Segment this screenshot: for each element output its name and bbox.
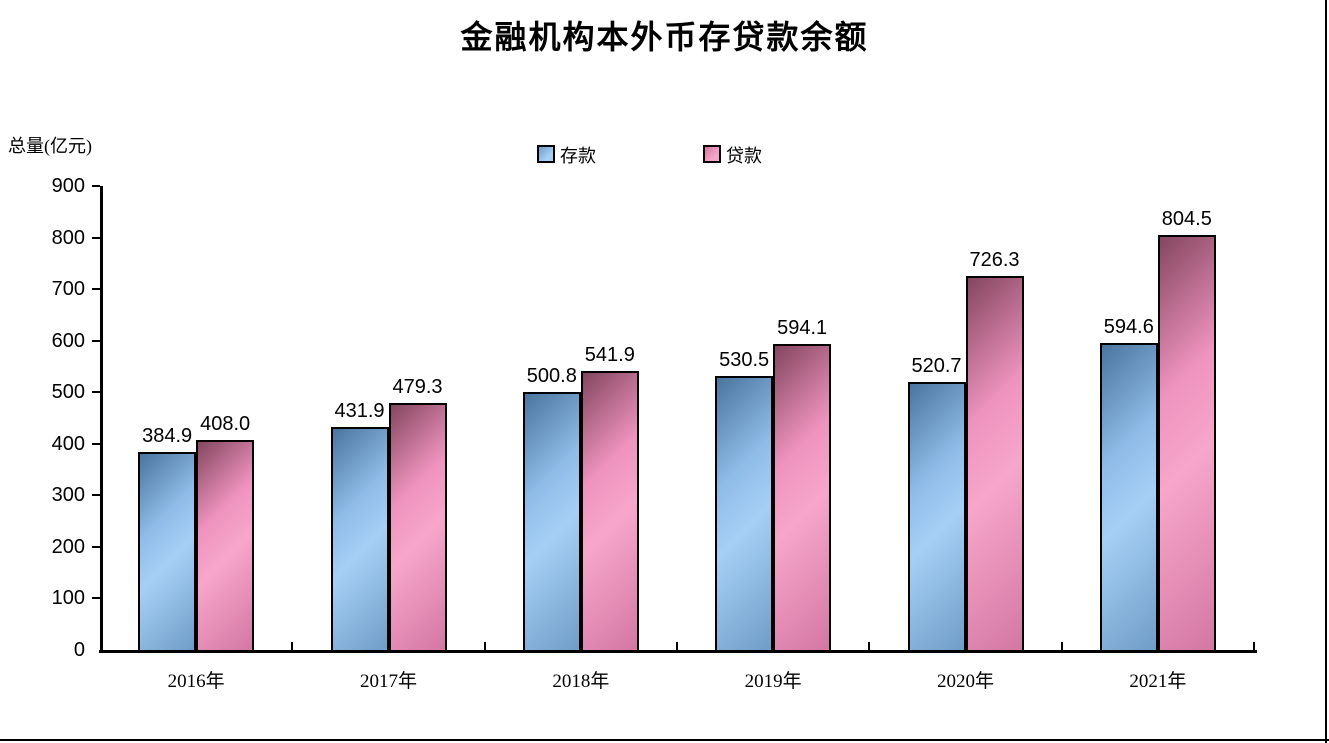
y-axis-tick-label: 500 — [51, 381, 85, 404]
bar-value-label: 530.5 — [719, 349, 770, 372]
legend-swatch-icon — [537, 145, 555, 163]
x-axis-tick — [291, 642, 294, 650]
legend: 存款 贷款 — [0, 142, 1329, 166]
y-axis-tick — [92, 236, 100, 239]
y-axis-tick-label: 300 — [51, 484, 85, 507]
y-axis-tick — [92, 597, 100, 600]
y-axis-tick-label: 400 — [51, 432, 85, 455]
x-axis-label: 2018年 — [552, 671, 610, 692]
bar-存款-2020年 — [907, 381, 966, 652]
y-axis-tick-label: 700 — [51, 278, 85, 301]
x-axis-tick — [1060, 642, 1063, 650]
chart-title: 金融机构本外币存贷款余额 — [460, 19, 869, 55]
bar-value-label: 431.9 — [334, 400, 385, 423]
bar-存款-2016年 — [138, 451, 197, 652]
y-axis-tick-label: 800 — [51, 226, 85, 249]
x-axis-label: 2016年 — [167, 671, 225, 692]
bar-存款-2019年 — [715, 376, 774, 652]
y-axis-tick-label: 900 — [51, 175, 85, 197]
x-axis-tick — [868, 642, 871, 650]
y-axis-title: 总量(亿元) — [8, 136, 92, 156]
y-axis-tick-label: 0 — [73, 639, 85, 661]
y-axis-tick-label: 100 — [51, 587, 85, 610]
y-axis-tick-label: 200 — [51, 535, 85, 558]
y-axis-line — [100, 186, 103, 653]
bar-value-label: 384.9 — [142, 424, 193, 447]
y-axis-tick — [92, 185, 100, 187]
x-axis-label: 2017年 — [359, 671, 417, 692]
bar-value-label: 408.0 — [200, 412, 251, 435]
bar-贷款-2020年 — [965, 275, 1024, 652]
y-axis-tick — [92, 442, 100, 445]
bar-贷款-2018年 — [580, 370, 639, 652]
page-bottom-border — [0, 739, 1329, 741]
bar-value-label: 804.5 — [1161, 208, 1212, 231]
bar-value-label: 594.1 — [777, 316, 828, 339]
legend-swatch-icon — [703, 145, 721, 163]
bar-贷款-2021年 — [1157, 235, 1216, 652]
bar-存款-2018年 — [522, 391, 581, 652]
legend-label: 存款 — [560, 146, 596, 166]
legend-label: 贷款 — [726, 146, 762, 166]
x-axis-label: 2019年 — [744, 671, 802, 692]
y-axis-tick — [92, 339, 100, 342]
y-axis-tick — [92, 288, 100, 291]
bar-value-label: 520.7 — [911, 354, 962, 377]
bar-value-label: 541.9 — [584, 343, 635, 366]
x-axis-line — [99, 650, 1257, 653]
bar-value-label: 479.3 — [392, 375, 443, 398]
bar-value-label: 500.8 — [526, 364, 577, 387]
bar-value-label: 726.3 — [969, 248, 1020, 271]
page-right-border — [1325, 0, 1327, 743]
y-axis-tick — [92, 391, 100, 394]
bar-value-label: 594.6 — [1103, 316, 1154, 339]
bar-存款-2017年 — [330, 427, 389, 652]
bar-贷款-2019年 — [773, 343, 832, 652]
x-axis-label: 2021年 — [1129, 671, 1187, 692]
y-axis-tick — [92, 494, 100, 497]
bar-存款-2021年 — [1099, 343, 1158, 652]
bar-贷款-2017年 — [388, 402, 447, 652]
x-axis-tick — [676, 642, 678, 650]
x-axis-tick — [483, 642, 486, 650]
bar-贷款-2016年 — [196, 439, 255, 652]
y-axis-tick — [92, 545, 100, 548]
x-axis-label: 2020年 — [936, 671, 994, 692]
y-axis-tick-label: 600 — [51, 329, 85, 352]
x-axis-tick — [1253, 642, 1255, 650]
